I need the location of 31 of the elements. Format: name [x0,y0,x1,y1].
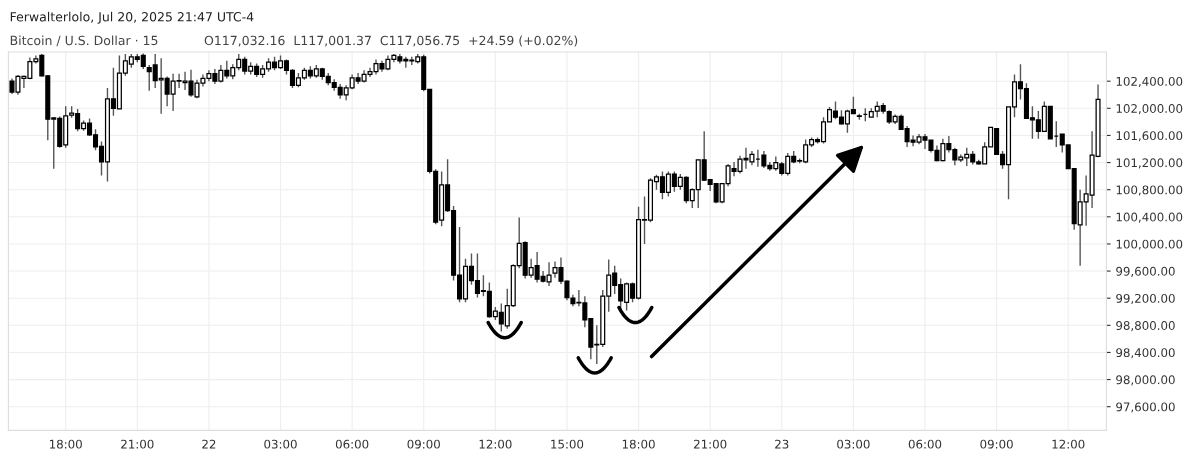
x-tick-label: 15:00 [551,439,584,449]
chart-title: Ferwalterlolo, Jul 20, 2025 21:47 UTC-4 [10,11,254,24]
y-tick-label: 100,000.00 [1116,239,1183,250]
y-tick-label: 98,400.00 [1116,348,1175,359]
x-tick-label: 22 [202,439,216,449]
text: O117,032.16 L117,001.37 C117,056.75 +24.59 (+0.02%) [204,35,578,47]
x-tick-label: 09:00 [980,439,1013,449]
y-tick-label: 102,400.00 [1116,76,1183,88]
y-tick-label: 101,600.00 [1116,131,1183,142]
x-tick-label: 18:00 [49,439,82,449]
x-tick-label: 06:00 [335,439,369,449]
y-tick-label: 99,200.00 [1116,293,1175,305]
x-tick-label: 18:00 [622,439,655,449]
x-tick-label: 12:00 [479,439,512,449]
x-tick-label: 23 [775,439,789,449]
y-tick-label: 102,000.00 [1116,104,1183,115]
x-tick-label: 09:00 [407,439,440,449]
chart-subtitle: Bitcoin / U.S. Dollar · 15 [10,35,158,47]
y-tick-label: 101,200.00 [1116,158,1183,169]
x-tick-label: 03:00 [837,439,870,449]
y-tick-label: 98,000.00 [1116,375,1175,386]
x-tick-label: 21:00 [121,439,154,449]
x-tick-label: 12:00 [1052,439,1085,449]
x-tick-label: 21:00 [694,439,727,449]
x-tick-label: 03:00 [264,439,297,449]
y-tick-label: 97,600.00 [1116,402,1175,413]
y-tick-label: 98,800.00 [1116,321,1175,332]
y-tick-label: 99,600.00 [1116,266,1175,277]
x-tick-label: 06:00 [908,439,942,449]
y-tick-label: 100,400.00 [1116,212,1183,223]
y-tick-label: 100,800.00 [1116,185,1183,196]
